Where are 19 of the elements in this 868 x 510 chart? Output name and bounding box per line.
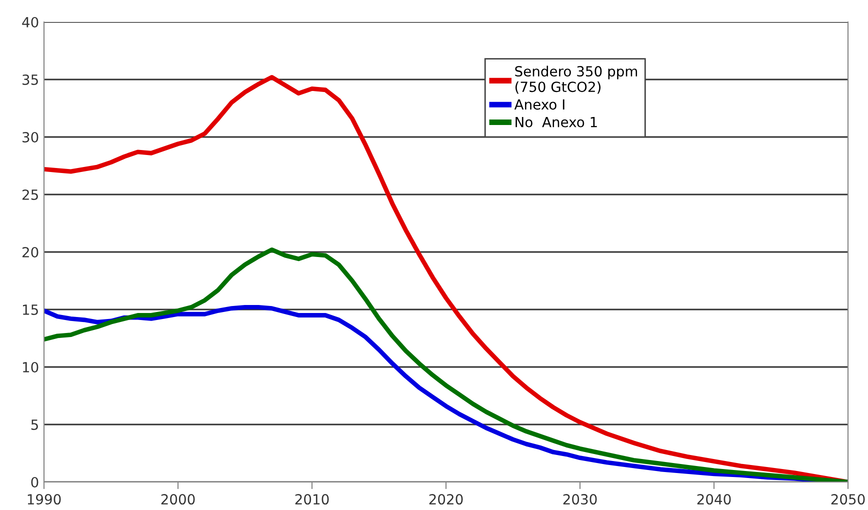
y-tick-label: 20 (22, 246, 38, 258)
y-tick-label: 30 (22, 132, 38, 142)
legend-label: Anexo I (514, 99, 564, 110)
y-tick-label: 25 (22, 189, 38, 200)
x-tick-label: 2030 (563, 494, 597, 505)
x-tick-label: 1990 (28, 494, 61, 505)
x-tick-label: 2050 (831, 494, 865, 505)
x-tick-label: 2010 (295, 494, 329, 505)
legend-label: No Anexo 1 (516, 116, 597, 128)
y-tick-label: 10 (22, 362, 38, 372)
x-tick-label: 2020 (429, 494, 463, 505)
legend-label: Sendero 350 ppm (750 GtCO2) (515, 66, 638, 94)
y-tick-label: 15 (22, 304, 38, 315)
x-tick-label: 2040 (697, 494, 731, 505)
y-tick-label: 5 (31, 420, 38, 430)
y-tick-label: 35 (22, 74, 38, 85)
y-tick-label: 40 (22, 16, 38, 28)
x-tick-label: 2000 (161, 494, 195, 505)
y-tick-label: 0 (31, 476, 38, 488)
